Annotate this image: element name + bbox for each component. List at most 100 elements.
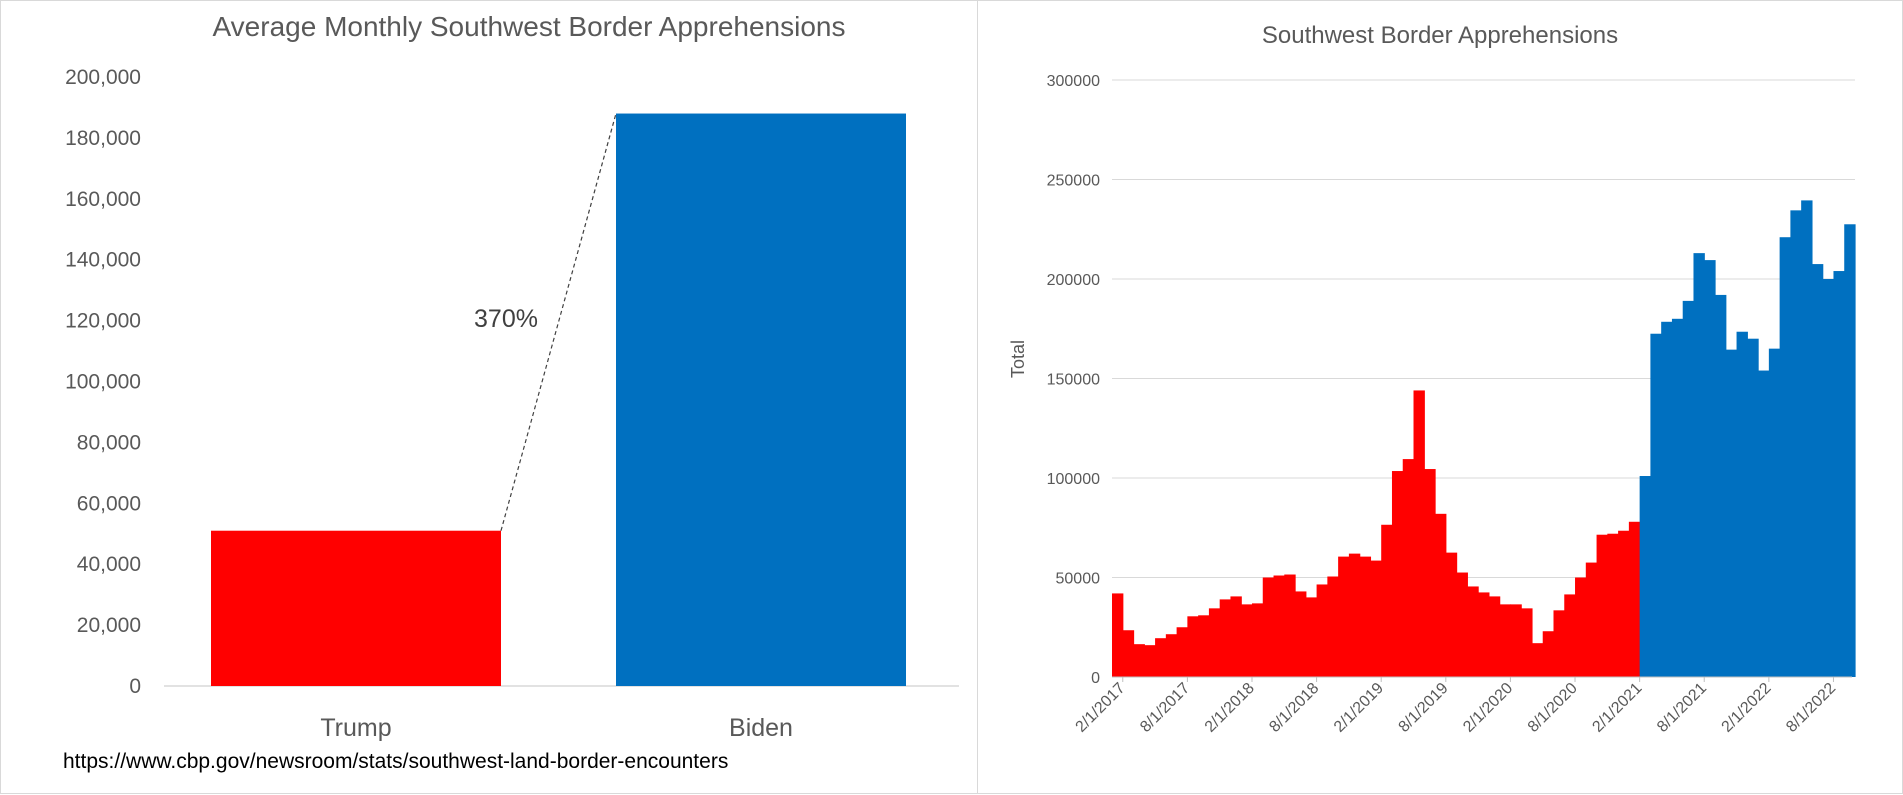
right-bar-trump (1467, 586, 1479, 677)
left-growth-connector (500, 113, 617, 531)
right-bar-trump (1618, 530, 1630, 677)
right-bar-trump (1112, 593, 1124, 677)
right-y-tick-label: 300000 (1047, 73, 1100, 90)
left-bar-biden (616, 113, 906, 687)
right-bar-biden (1833, 271, 1845, 677)
right-bar-trump (1133, 644, 1145, 677)
left-y-tick-label: 60,000 (77, 492, 141, 515)
right-bar-biden (1715, 294, 1727, 677)
right-bar-biden (1704, 260, 1716, 677)
right-bar-trump (1381, 524, 1393, 677)
right-y-axis-label: Total (1008, 340, 1028, 378)
right-bar-trump (1219, 599, 1232, 677)
left-y-axis: 0 20,000 40,000 60,000 80,000 100,000 120,000 1… (65, 66, 141, 698)
left-y-tick-label: 180,000 (65, 127, 141, 150)
right-x-axis: 2/1/2017 8/1/2017 2/1/2018 8/1/2018 2/1/2019… (1073, 677, 1839, 736)
right-bar-biden (1801, 200, 1813, 677)
right-bar-trump (1478, 592, 1490, 677)
left-chart-panel: Average Monthly Southwest Border Apprehe… (0, 0, 978, 794)
right-x-tick-label: 2/1/2021 (1589, 680, 1645, 736)
right-chart-title: Southwest Border Apprehensions (1262, 22, 1618, 49)
left-y-tick-label: 120,000 (65, 310, 141, 333)
left-chart: Average Monthly Southwest Border Apprehe… (63, 11, 959, 773)
right-bar-trump (1413, 390, 1425, 677)
right-bar-trump (1531, 643, 1544, 677)
right-chart-panel: Southwest Border Apprehensions 0 50000 100… (977, 0, 1903, 794)
right-y-tick-label: 100000 (1047, 471, 1100, 488)
right-bar-trump (1607, 533, 1619, 677)
right-bar-trump (1208, 608, 1221, 677)
source-url: https://www.cbp.gov/newsroom/stats/south… (63, 750, 728, 773)
right-bar-trump (1198, 615, 1210, 677)
right-bar-trump (1316, 584, 1328, 677)
right-bar-biden (1758, 370, 1770, 677)
right-y-tick-label: 250000 (1047, 173, 1100, 190)
left-bars (211, 113, 906, 687)
right-x-tick-label: 8/1/2021 (1654, 680, 1710, 736)
right-bar-trump (1370, 560, 1382, 677)
left-chart-title: Average Monthly Southwest Border Apprehe… (213, 11, 846, 42)
right-bar-trump (1262, 577, 1275, 677)
right-bar-biden (1790, 210, 1802, 677)
right-bar-biden (1650, 333, 1662, 677)
right-bar-trump (1230, 596, 1242, 677)
right-x-tick-label: 2/1/2022 (1719, 680, 1775, 736)
right-bar-biden (1639, 476, 1652, 677)
right-bar-trump (1456, 572, 1468, 677)
right-bar-biden (1661, 321, 1673, 677)
right-x-tick-label: 2/1/2020 (1460, 680, 1516, 736)
right-bar-trump (1273, 575, 1285, 677)
right-bar-trump (1327, 576, 1339, 677)
right-bar-biden (1747, 338, 1759, 677)
left-y-tick-label: 20,000 (77, 614, 141, 637)
right-bar-trump (1284, 574, 1296, 677)
left-category-label: Biden (729, 714, 793, 742)
right-bar-trump (1155, 638, 1167, 677)
right-bar-trump (1435, 513, 1447, 677)
left-y-tick-label: 40,000 (77, 553, 141, 576)
left-y-tick-label: 200,000 (65, 66, 141, 89)
left-bar-trump (211, 530, 501, 686)
right-bar-biden (1682, 300, 1695, 677)
right-y-axis: 0 50000 100000 150000 200000 250000 300000 (1047, 73, 1100, 687)
right-bar-biden (1811, 264, 1824, 677)
right-bar-trump (1359, 556, 1372, 677)
right-bar-biden (1693, 253, 1705, 677)
right-bar-trump (1176, 627, 1188, 677)
right-y-tick-label: 150000 (1047, 372, 1100, 389)
right-bar-trump (1521, 608, 1533, 677)
right-bar-trump (1424, 469, 1436, 677)
left-category-label: Trump (320, 714, 391, 742)
right-bar-biden (1736, 331, 1748, 677)
left-y-tick-label: 140,000 (65, 249, 141, 272)
right-bar-trump (1542, 631, 1555, 677)
right-bar-trump (1445, 552, 1458, 677)
right-bar-trump (1575, 577, 1587, 677)
right-bars (1112, 200, 1856, 677)
right-x-tick-label: 8/1/2018 (1266, 680, 1322, 736)
left-y-tick-label: 0 (129, 675, 141, 698)
right-bar-biden (1844, 224, 1856, 677)
right-bar-trump (1187, 616, 1199, 677)
right-x-tick-label: 8/1/2020 (1525, 680, 1581, 736)
right-x-tick-label: 2/1/2019 (1331, 680, 1387, 736)
right-bar-biden (1768, 348, 1781, 677)
right-bar-trump (1596, 534, 1608, 677)
right-bar-trump (1402, 459, 1415, 677)
right-bar-trump (1564, 594, 1576, 677)
right-bar-trump (1122, 630, 1135, 677)
left-growth-annotation: 370% (474, 305, 538, 333)
right-x-tick-label: 8/1/2019 (1396, 680, 1452, 736)
right-bar-trump (1553, 610, 1565, 677)
right-bar-trump (1499, 604, 1512, 677)
right-bar-trump (1338, 556, 1350, 677)
right-bar-trump (1295, 591, 1307, 677)
left-category-labels: Trump Biden (320, 714, 793, 742)
right-x-tick-label: 2/1/2018 (1202, 680, 1258, 736)
right-bar-trump (1241, 604, 1253, 677)
right-bar-trump (1628, 521, 1641, 677)
right-bar-trump (1488, 596, 1501, 677)
right-x-tick-label: 8/1/2017 (1137, 680, 1193, 736)
right-y-tick-label: 0 (1091, 670, 1100, 687)
